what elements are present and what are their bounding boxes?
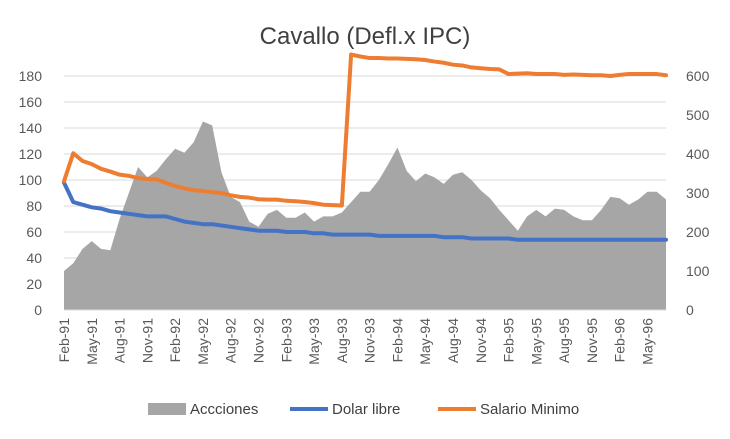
legend-item: Dolar libre (290, 401, 400, 418)
legend-item: Salario Minimo (438, 401, 579, 418)
x-tick-label: Nov-95 (584, 318, 600, 363)
x-axis: Feb-91 May-91 Aug-91 Nov-91 Feb-92 May-92 Aug-… (56, 309, 666, 365)
x-tick-label: Feb-95 (501, 318, 517, 363)
y-right-tick-label: 300 (686, 185, 710, 201)
y-left-tick-label: 0 (34, 302, 42, 318)
y-right-tick-label: 500 (686, 107, 710, 123)
x-tick-label: May-91 (84, 318, 100, 365)
x-tick-label: Nov-94 (473, 318, 489, 363)
line-series-1 (62, 180, 668, 242)
y-right-tick-label: 600 (686, 68, 710, 84)
y-left-tick-label: 140 (19, 120, 43, 136)
x-tick-label: Feb-93 (278, 318, 294, 363)
y-left-tick-label: 80 (26, 198, 42, 214)
y-axis-right: 0 100 200 300 400 500 600 (686, 68, 710, 318)
y-left-tick-label: 40 (26, 250, 42, 266)
legend: Accciones Dolar libre Salario Minimo (148, 401, 579, 418)
y-right-tick-label: 100 (686, 263, 710, 279)
y-axis-left: 0 20 40 60 80 100 120 140 160 180 (19, 68, 43, 318)
x-tick-label: Feb-96 (612, 318, 628, 363)
y-left-tick-label: 120 (19, 146, 43, 162)
x-tick-label: Aug-95 (556, 318, 572, 363)
legend-label: Salario Minimo (480, 401, 579, 418)
x-tick-label: May-94 (417, 318, 433, 365)
x-tick-label: May-96 (639, 318, 655, 365)
y-left-tick-label: 60 (26, 224, 42, 240)
legend-label: Dolar libre (332, 401, 400, 418)
x-tick-label: May-95 (528, 318, 544, 365)
y-left-tick-label: 20 (26, 276, 42, 292)
legend-item: Accciones (148, 401, 258, 418)
x-tick-label: May-93 (306, 318, 322, 365)
x-tick-label: Feb-91 (56, 318, 72, 363)
x-tick-label: Feb-94 (389, 318, 405, 363)
x-tick-label: May-92 (195, 318, 211, 365)
y-left-tick-label: 160 (19, 94, 43, 110)
line-series-layer (62, 52, 668, 242)
area-series-layer (64, 121, 666, 310)
x-tick-label: Nov-93 (362, 318, 378, 363)
x-tick-label: Feb-92 (167, 318, 183, 363)
x-tick-label: Aug-93 (334, 318, 350, 363)
x-tick-label: Nov-92 (250, 318, 266, 363)
y-left-tick-label: 100 (19, 172, 43, 188)
y-left-tick-label: 180 (19, 68, 43, 84)
legend-label: Accciones (190, 401, 258, 418)
x-tick-label: Nov-91 (139, 318, 155, 363)
x-tick-label: Aug-92 (223, 318, 239, 363)
x-tick-label: Aug-94 (445, 318, 461, 363)
y-right-tick-label: 200 (686, 224, 710, 240)
line-series-2 (62, 52, 668, 208)
x-tick-label: Aug-91 (112, 318, 128, 363)
chart-title: Cavallo (Defl.x IPC) (260, 23, 471, 50)
y-right-tick-label: 0 (686, 302, 694, 318)
area-series-0 (64, 121, 666, 310)
y-right-tick-label: 400 (686, 146, 710, 162)
legend-swatch (148, 403, 186, 415)
